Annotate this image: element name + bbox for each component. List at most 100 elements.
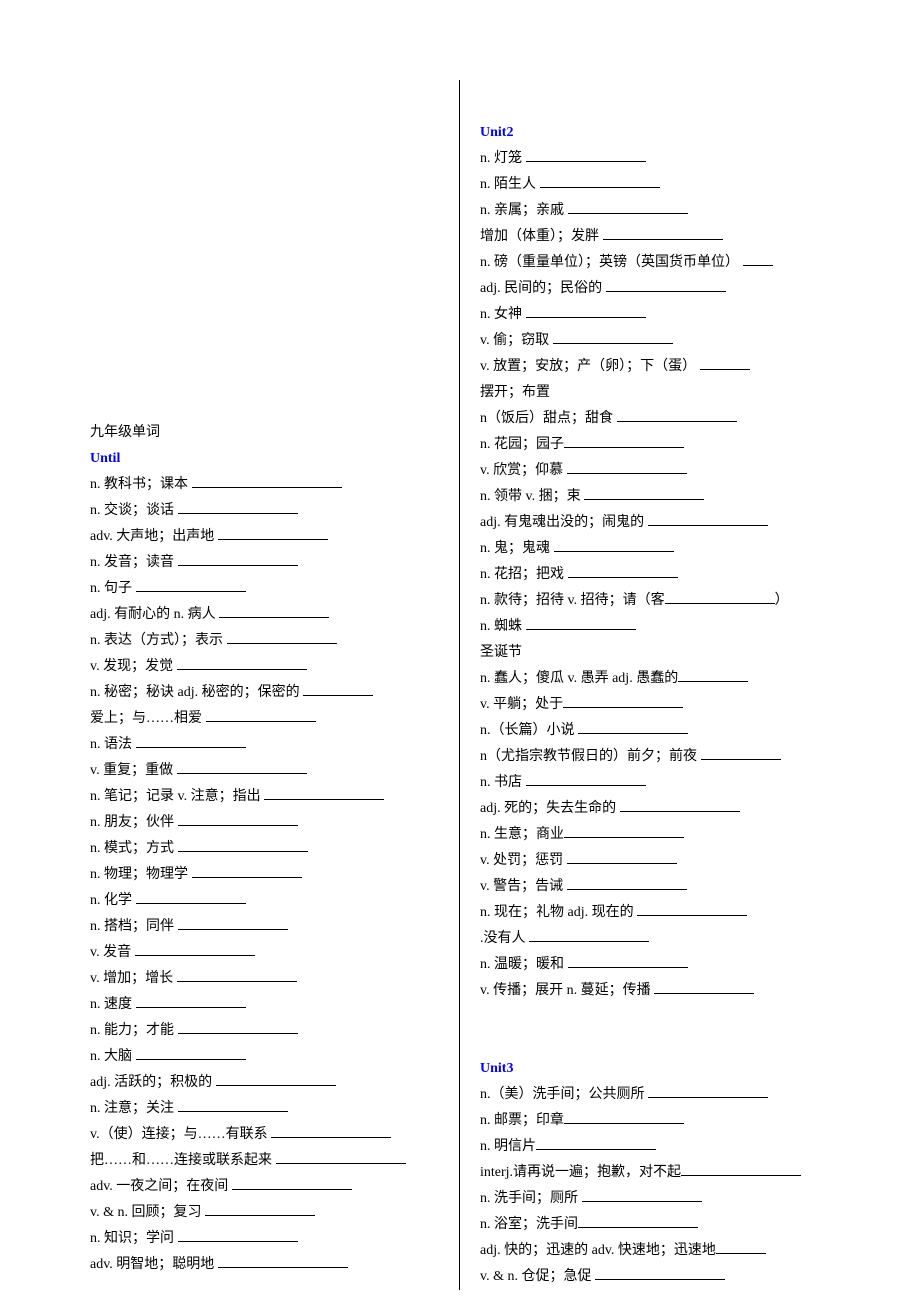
blank-line xyxy=(567,460,687,474)
entry-text: n. 朋友；伙伴 xyxy=(90,815,178,830)
spacer xyxy=(480,1004,900,1056)
unit3-list: n.（美）洗手间；公共厕所 n. 邮票；印章 n. 明信片 interj.请再说一遍… xyxy=(480,1082,900,1290)
vocab-entry: n. 搭档；同伴 xyxy=(90,914,439,940)
blank-line xyxy=(178,916,288,930)
blank-line xyxy=(177,968,297,982)
entry-text: n. 速度 xyxy=(90,997,136,1012)
vocab-entry: v. 增加；增长 xyxy=(90,966,439,992)
vocab-entry: v.（使）连接；与……有联系 xyxy=(90,1122,439,1148)
blank-line xyxy=(136,578,246,592)
blank-line xyxy=(177,760,307,774)
vocab-entry: n（饭后）甜点；甜食 xyxy=(480,406,900,432)
vocab-entry: 爱上；与……相爱 xyxy=(90,706,439,732)
blank-line xyxy=(603,226,723,240)
blank-line xyxy=(700,356,750,370)
vocab-entry: adj. 有耐心的 n. 病人 xyxy=(90,602,439,628)
blank-line xyxy=(681,1162,801,1176)
entry-text: n. 女神 xyxy=(480,307,526,322)
entry-text: v.（使）连接；与……有联系 xyxy=(90,1127,271,1142)
blank-line xyxy=(554,538,674,552)
blank-line xyxy=(553,330,673,344)
blank-line xyxy=(219,604,329,618)
blank-line xyxy=(567,876,687,890)
vocab-entry: n. 邮票；印章 xyxy=(480,1108,900,1134)
blank-line xyxy=(136,890,246,904)
vocab-entry: n. 浴室；洗手间 xyxy=(480,1212,900,1238)
vocab-entry: n. 交谈；谈话 xyxy=(90,498,439,524)
blank-line xyxy=(568,954,688,968)
blank-line xyxy=(648,512,768,526)
vocab-entry: n. 教科书；课本 xyxy=(90,472,439,498)
entry-text: n. 发音；读音 xyxy=(90,555,178,570)
unit2-list: n. 灯笼 n. 陌生人 n. 亲属；亲戚 增加（体重）；发胖 n. 磅（重量单… xyxy=(480,146,900,1004)
entry-text: n. 蜘蛛 xyxy=(480,619,526,634)
vocab-entry: n. 蜘蛛 xyxy=(480,614,900,640)
vocab-entry: v. 处罚；惩罚 xyxy=(480,848,900,874)
vocab-entry: n. 物理；物理学 xyxy=(90,862,439,888)
entry-text: adv. 明智地；聪明地 xyxy=(90,1257,218,1272)
entry-text: interj.请再说一遍；抱歉，对不起 xyxy=(480,1165,681,1180)
blank-line xyxy=(701,746,781,760)
blank-line xyxy=(743,252,773,266)
vocab-entry: n. 鬼；鬼魂 xyxy=(480,536,900,562)
vocab-entry: v. 平躺；处于 xyxy=(480,692,900,718)
vocab-entry: n.（长篇）小说 xyxy=(480,718,900,744)
entry-text: v. 发音 xyxy=(90,945,135,960)
entry-text: n. 语法 xyxy=(90,737,136,752)
blank-line xyxy=(716,1240,766,1254)
blank-line xyxy=(135,942,255,956)
entry-text: n. 陌生人 xyxy=(480,177,540,192)
entry-text: v. 处罚；惩罚 xyxy=(480,853,567,868)
entry-text: n. 物理；物理学 xyxy=(90,867,192,882)
entry-text: adj. 活跃的；积极的 xyxy=(90,1075,216,1090)
blank-line xyxy=(536,1136,656,1150)
blank-line xyxy=(529,928,649,942)
vocab-entry: n. 秘密；秘诀 adj. 秘密的；保密的 xyxy=(90,680,439,706)
blank-line xyxy=(568,200,688,214)
blank-line xyxy=(206,708,316,722)
entry-text: n. 化学 xyxy=(90,893,136,908)
blank-line xyxy=(564,824,684,838)
vocab-entry: n. 生意；商业 xyxy=(480,822,900,848)
blank-line xyxy=(178,1098,288,1112)
vocab-entry: n. 温暖；暖和 xyxy=(480,952,900,978)
entry-text: 圣诞节 xyxy=(480,645,522,660)
vocab-entry: n. 速度 xyxy=(90,992,439,1018)
vocab-entry: adj. 活跃的；积极的 xyxy=(90,1070,439,1096)
blank-line xyxy=(218,1254,348,1268)
entry-text: v. 欣赏；仰慕 xyxy=(480,463,567,478)
entry-text: n. 磅（重量单位）；英镑（英国货币单位） xyxy=(480,255,743,270)
vocab-entry: n. 大脑 xyxy=(90,1044,439,1070)
entry-text: 增加（体重）；发胖 xyxy=(480,229,603,244)
blank-line xyxy=(617,408,737,422)
entry-text: n. 鬼；鬼魂 xyxy=(480,541,554,556)
blank-line xyxy=(136,1046,246,1060)
entry-text: n. 明信片 xyxy=(480,1139,536,1154)
vocab-entry: n. 模式；方式 xyxy=(90,836,439,862)
entry-text: n. 温暖；暖和 xyxy=(480,957,568,972)
blank-line xyxy=(526,148,646,162)
entry-text: n（尤指宗教节假日的）前夕；前夜 xyxy=(480,749,701,764)
entry-text: n. 亲属；亲戚 xyxy=(480,203,568,218)
entry-text: n. 注意；关注 xyxy=(90,1101,178,1116)
blank-line xyxy=(232,1176,352,1190)
vocab-entry: n.（美）洗手间；公共厕所 xyxy=(480,1082,900,1108)
entry-text: n. 邮票；印章 xyxy=(480,1113,564,1128)
vocab-entry: n. 句子 xyxy=(90,576,439,602)
blank-line xyxy=(178,500,298,514)
blank-line xyxy=(564,1110,684,1124)
entry-text: v. 增加；增长 xyxy=(90,971,177,986)
vocab-entry: interj.请再说一遍；抱歉，对不起 xyxy=(480,1160,900,1186)
blank-line xyxy=(578,1214,698,1228)
entry-text: n. 搭档；同伴 xyxy=(90,919,178,934)
entry-text: n. 花园；园子 xyxy=(480,437,564,452)
entry-text: n. 花招；把戏 xyxy=(480,567,568,582)
vocab-entry: v. 欣赏；仰慕 xyxy=(480,458,900,484)
vocab-entry: n. 现在；礼物 adj. 现在的 xyxy=(480,900,900,926)
blank-line xyxy=(606,278,726,292)
vocab-entry: n（尤指宗教节假日的）前夕；前夜 xyxy=(480,744,900,770)
entry-text: v. 平躺；处于 xyxy=(480,697,563,712)
blank-line xyxy=(654,980,754,994)
entry-text: 把……和……连接或联系起来 xyxy=(90,1153,276,1168)
entry-text: 爱上；与……相爱 xyxy=(90,711,206,726)
